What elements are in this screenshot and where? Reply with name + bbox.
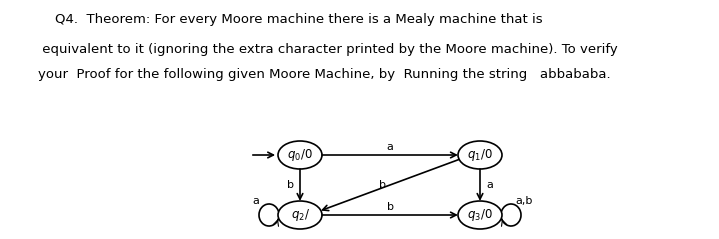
Text: $q_2/$: $q_2/$	[290, 207, 309, 223]
Text: $q_0/0$: $q_0/0$	[287, 147, 313, 163]
Text: a: a	[487, 180, 493, 190]
Text: b: b	[387, 202, 393, 212]
Text: your  Proof for the following given Moore Machine, by  Running the string   abba: your Proof for the following given Moore…	[38, 68, 610, 81]
Text: b: b	[378, 180, 385, 190]
Text: a,b: a,b	[516, 196, 533, 206]
Text: a: a	[252, 196, 260, 206]
Text: Q4.  Theorem: For every Moore machine there is a Mealy machine that is: Q4. Theorem: For every Moore machine the…	[55, 13, 543, 26]
Text: a: a	[387, 142, 393, 152]
Text: equivalent to it (ignoring the extra character printed by the Moore machine). To: equivalent to it (ignoring the extra cha…	[38, 43, 618, 56]
Text: $q_3/0$: $q_3/0$	[467, 207, 493, 223]
Text: b: b	[286, 180, 293, 190]
Text: $q_1/0$: $q_1/0$	[467, 147, 493, 163]
